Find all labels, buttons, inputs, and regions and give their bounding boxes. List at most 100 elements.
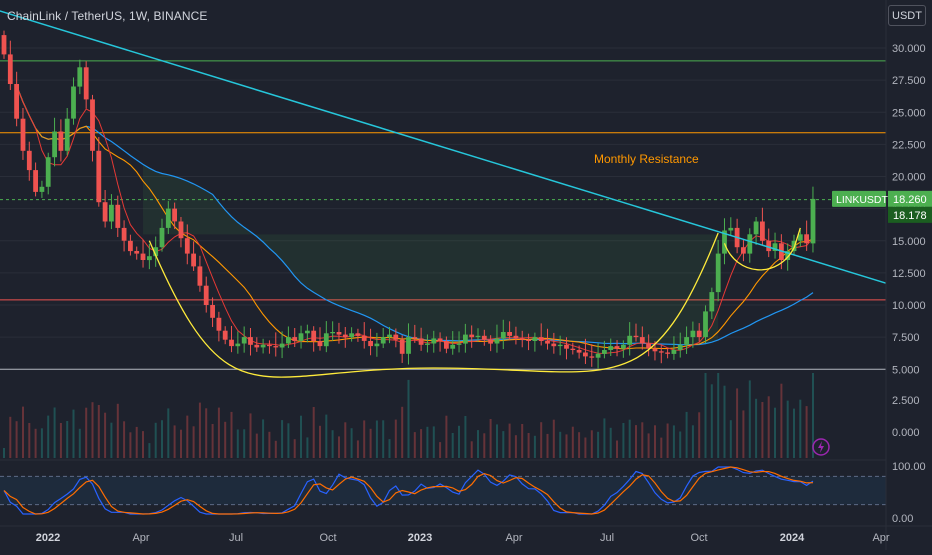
volume-bar — [319, 425, 321, 458]
volume-bar — [198, 402, 201, 458]
candle-body — [500, 332, 506, 339]
volume-bar — [559, 431, 562, 458]
last-price-tag-label: 18.260 — [893, 194, 927, 206]
volume-bar — [110, 422, 113, 458]
volume-bar — [704, 373, 707, 458]
candle-body — [393, 334, 399, 340]
volume-bar — [287, 423, 290, 458]
volume-bar — [243, 429, 246, 458]
volume-bar — [609, 427, 612, 458]
volume-bar — [571, 426, 574, 458]
volume-bar — [382, 420, 385, 458]
candle-body — [191, 253, 196, 267]
x-tick-label: Apr — [505, 532, 522, 544]
candle-body — [26, 150, 32, 171]
candle-body — [71, 86, 76, 119]
volume-bar — [710, 384, 713, 458]
volume-bar — [432, 426, 435, 458]
volume-bar — [767, 396, 770, 458]
volume-bar — [445, 415, 448, 458]
candle-body — [165, 208, 171, 228]
lightning-icon-bolt — [818, 441, 824, 453]
volume-bar — [211, 424, 214, 458]
volume-bar — [388, 439, 391, 458]
candle-body — [317, 341, 323, 347]
volume-bar — [748, 380, 751, 458]
stoch-d-line — [3, 466, 814, 515]
candle-body — [159, 227, 165, 248]
candle-body — [488, 339, 493, 344]
volume-bar — [691, 425, 694, 458]
candle-body — [608, 346, 614, 350]
volume-bar — [799, 399, 802, 458]
shaded-area — [143, 164, 719, 345]
candle-body — [583, 352, 588, 357]
volume-bar — [255, 433, 258, 458]
volume-bar — [451, 433, 454, 458]
candle-body — [305, 330, 310, 334]
oscillator-band — [0, 476, 886, 505]
volume-bar — [546, 433, 549, 458]
volume-bar — [742, 410, 745, 458]
volume-bar — [458, 425, 460, 458]
candle-body — [728, 227, 734, 231]
candle-body — [153, 247, 159, 257]
volume-bar — [477, 430, 479, 458]
volume-bar — [420, 429, 423, 458]
candle-body — [463, 334, 468, 344]
currency-button[interactable]: USDT — [888, 5, 926, 26]
candle-body — [399, 339, 405, 354]
candle-body — [39, 186, 45, 192]
symbol-tag-bg — [832, 190, 886, 207]
volume-bar — [236, 429, 239, 458]
volume-bar — [793, 408, 795, 458]
x-tick-label: Oct — [690, 532, 707, 544]
volume-bar — [426, 426, 429, 458]
volume-bar — [369, 428, 372, 458]
candle-body — [203, 285, 209, 305]
volume-bar — [584, 437, 587, 458]
volume-tick-label: 2.500 — [892, 395, 920, 407]
candle-body — [52, 131, 57, 158]
candle-body — [323, 333, 329, 347]
volume-bar — [622, 423, 625, 458]
volume-bar — [268, 431, 271, 458]
volume-bar — [401, 406, 404, 458]
volume-bar — [666, 423, 669, 458]
candle-body — [20, 118, 26, 151]
candle-body — [273, 346, 279, 348]
volume-bar — [496, 424, 498, 458]
candle-body — [355, 333, 361, 336]
candle-body — [753, 221, 759, 235]
candle-body — [210, 305, 215, 318]
lightning-icon[interactable] — [812, 438, 830, 456]
volume-bar — [167, 408, 170, 458]
x-tick-label: 2023 — [408, 532, 432, 544]
candle-body — [406, 337, 411, 354]
candle-body — [330, 332, 335, 334]
volume-bar — [780, 383, 783, 458]
candle-body — [785, 251, 791, 260]
cup-curve — [148, 232, 719, 378]
volume-bar — [464, 416, 467, 458]
candle-body — [646, 343, 651, 349]
candle-body — [658, 351, 664, 353]
candle-body — [469, 334, 475, 338]
volume-bar — [180, 429, 182, 458]
volume-bar — [356, 440, 359, 458]
candle-body — [722, 230, 727, 254]
volume-bar — [47, 415, 50, 458]
volume-bar — [540, 422, 543, 458]
candle-body — [412, 337, 418, 339]
y-tick-label: 30.000 — [892, 43, 926, 55]
x-tick-label: 2022 — [36, 532, 60, 544]
volume-bar — [9, 416, 12, 458]
volume-bar — [502, 431, 505, 458]
candle-body — [267, 344, 272, 347]
lightning-icon-ring — [812, 438, 830, 456]
volume-bar — [154, 422, 157, 458]
y-tick-label: 7.500 — [892, 332, 920, 344]
volume-bar — [521, 424, 524, 458]
